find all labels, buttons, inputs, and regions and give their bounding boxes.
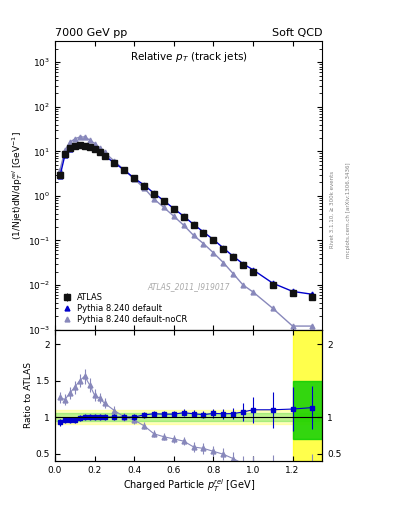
Pythia 8.240 default xyxy=(142,182,147,188)
Pythia 8.240 default xyxy=(92,145,97,152)
X-axis label: Charged Particle $p_T^{rel}$ [GeV]: Charged Particle $p_T^{rel}$ [GeV] xyxy=(123,477,255,494)
Pythia 8.240 default xyxy=(171,205,176,211)
Pythia 8.240 default-noCR xyxy=(290,323,295,329)
Pythia 8.240 default xyxy=(122,167,127,173)
Pythia 8.240 default-noCR xyxy=(270,305,275,311)
Pythia 8.240 default-noCR xyxy=(142,185,147,191)
Pythia 8.240 default-noCR xyxy=(181,222,186,228)
Pythia 8.240 default xyxy=(221,245,226,251)
Text: ATLAS_2011_I919017: ATLAS_2011_I919017 xyxy=(147,282,230,291)
Line: Pythia 8.240 default-noCR: Pythia 8.240 default-noCR xyxy=(57,135,315,329)
Pythia 8.240 default xyxy=(83,142,87,148)
Pythia 8.240 default-noCR xyxy=(221,260,226,266)
Pythia 8.240 default-noCR xyxy=(102,150,107,156)
Pythia 8.240 default xyxy=(58,173,62,179)
Pythia 8.240 default xyxy=(191,221,196,227)
Pythia 8.240 default-noCR xyxy=(92,140,97,146)
Pythia 8.240 default-noCR xyxy=(77,134,82,140)
Bar xyxy=(55,410,322,424)
Pythia 8.240 default xyxy=(270,280,275,286)
Pythia 8.240 default-noCR xyxy=(122,167,127,173)
Pythia 8.240 default-noCR xyxy=(87,137,92,143)
Line: Pythia 8.240 default: Pythia 8.240 default xyxy=(57,143,315,297)
Pythia 8.240 default-noCR xyxy=(162,204,166,210)
Pythia 8.240 default xyxy=(68,145,72,152)
Text: Rivet 3.1.10, ≥ 300k events: Rivet 3.1.10, ≥ 300k events xyxy=(330,172,335,248)
Y-axis label: (1/Njet)dN/dp$_T^{rel}$ [GeV$^{-1}$]: (1/Njet)dN/dp$_T^{rel}$ [GeV$^{-1}$] xyxy=(10,131,25,240)
Pythia 8.240 default xyxy=(211,237,216,243)
Pythia 8.240 default-noCR xyxy=(62,147,67,154)
Text: Soft QCD: Soft QCD xyxy=(272,28,322,38)
Pythia 8.240 default xyxy=(251,267,255,273)
Pythia 8.240 default-noCR xyxy=(72,136,77,142)
Legend: ATLAS, Pythia 8.240 default, Pythia 8.240 default-noCR: ATLAS, Pythia 8.240 default, Pythia 8.24… xyxy=(59,291,189,326)
Pythia 8.240 default xyxy=(102,153,107,159)
Pythia 8.240 default xyxy=(290,288,295,294)
Pythia 8.240 default-noCR xyxy=(201,241,206,247)
Pythia 8.240 default xyxy=(72,143,77,150)
Pythia 8.240 default xyxy=(112,160,117,166)
Pythia 8.240 default-noCR xyxy=(211,250,216,256)
Pythia 8.240 default xyxy=(201,229,206,235)
Pythia 8.240 default-noCR xyxy=(83,134,87,140)
Pythia 8.240 default xyxy=(310,291,315,297)
Pythia 8.240 default xyxy=(241,261,246,267)
Pythia 8.240 default-noCR xyxy=(241,282,246,288)
Pythia 8.240 default xyxy=(97,150,102,156)
Pythia 8.240 default-noCR xyxy=(191,232,196,239)
Pythia 8.240 default-noCR xyxy=(251,289,255,295)
Pythia 8.240 default xyxy=(162,198,166,204)
Bar xyxy=(292,330,322,461)
Pythia 8.240 default xyxy=(132,175,136,181)
Pythia 8.240 default-noCR xyxy=(97,145,102,151)
Pythia 8.240 default-noCR xyxy=(310,323,315,329)
Y-axis label: Ratio to ATLAS: Ratio to ATLAS xyxy=(24,362,33,428)
Text: mcplots.cern.ch [arXiv:1306.3436]: mcplots.cern.ch [arXiv:1306.3436] xyxy=(346,162,351,258)
Pythia 8.240 default xyxy=(62,152,67,158)
Pythia 8.240 default-noCR xyxy=(152,196,156,202)
Text: 7000 GeV pp: 7000 GeV pp xyxy=(55,28,127,38)
Pythia 8.240 default-noCR xyxy=(132,176,136,182)
Bar xyxy=(55,413,322,421)
Pythia 8.240 default xyxy=(77,142,82,148)
Pythia 8.240 default-noCR xyxy=(68,139,72,145)
Pythia 8.240 default-noCR xyxy=(231,270,235,276)
Bar xyxy=(292,380,322,439)
Pythia 8.240 default-noCR xyxy=(112,158,117,164)
Pythia 8.240 default xyxy=(231,253,235,260)
Pythia 8.240 default-noCR xyxy=(58,167,62,173)
Text: Relative $p_T$ (track jets): Relative $p_T$ (track jets) xyxy=(130,50,248,63)
Pythia 8.240 default xyxy=(87,144,92,150)
Pythia 8.240 default xyxy=(181,213,186,219)
Pythia 8.240 default xyxy=(152,190,156,196)
Pythia 8.240 default-noCR xyxy=(171,213,176,219)
